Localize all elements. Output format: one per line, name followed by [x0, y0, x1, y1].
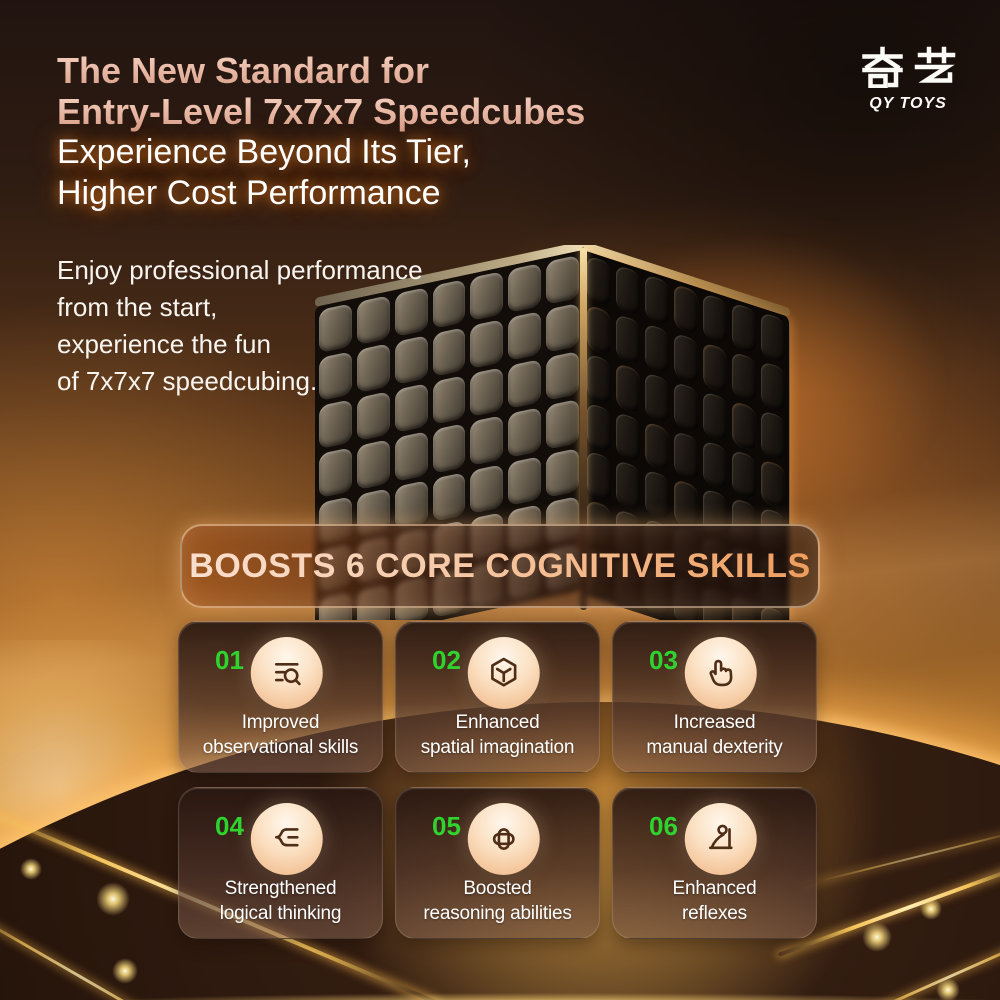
skill-number: 02 — [432, 645, 461, 675]
skill-card-3: 03 Increased manual dexterity — [612, 621, 817, 773]
skill-card-4: 04 Strengthened logical thinking — [178, 787, 383, 939]
hand-tap-icon — [684, 637, 757, 709]
skill-title: Increased manual dexterity — [646, 712, 783, 758]
skill-number: 04 — [215, 811, 244, 841]
headline: The New Standard for Entry-Level 7x7x7 S… — [57, 50, 585, 214]
cube-corner-edge — [580, 248, 587, 610]
headline-line-3: Experience Beyond Its Tier, — [57, 133, 471, 171]
skill-title: Boosted reasoning abilities — [423, 878, 572, 924]
skill-card-1: 01 Improved observational skills — [178, 621, 383, 773]
speedcube-product-image — [300, 245, 800, 620]
intro-line: of 7x7x7 speedcubing. — [57, 366, 318, 396]
logo-en-text: QY TOYS — [869, 95, 947, 112]
skills-grid: 01 Improved observational skills 02 — [178, 621, 817, 939]
headline-line-4: Higher Cost Performance — [57, 174, 441, 212]
qiyi-logo-glyphs — [862, 46, 956, 89]
skill-title: Enhanced reflexes — [672, 878, 757, 924]
headline-line-1: The New Standard for — [57, 50, 585, 91]
lens-sparkle — [96, 882, 130, 916]
lens-sparkle — [920, 898, 942, 920]
banner-boosts-skills: BOOSTS 6 CORE COGNITIVE SKILLS — [180, 524, 820, 608]
bottom-edge-glow — [0, 990, 1000, 1000]
cube-icon — [467, 637, 540, 709]
skill-number: 05 — [432, 811, 461, 841]
lens-sparkle — [862, 922, 892, 952]
intro-line: Enjoy professional performance — [57, 255, 423, 285]
headline-line-2: Entry-Level 7x7x7 Speedcubes — [57, 91, 586, 132]
skill-number: 01 — [215, 645, 244, 675]
skill-title: Improved observational skills — [202, 712, 359, 758]
skill-title: Enhanced spatial imagination — [420, 712, 575, 758]
interlocked-loops-icon — [467, 803, 540, 875]
skill-card-5: 05 Boosted reasoning abilities — [395, 787, 600, 939]
intro-paragraph: Enjoy professional performance from the … — [57, 252, 423, 400]
intro-line: experience the fun — [57, 329, 271, 359]
skill-card-6: 06 Enhanced reflexes — [612, 787, 817, 939]
reflex-person-icon — [684, 803, 757, 875]
skill-card-2: 02 Enhanced spatial imagination — [395, 621, 600, 773]
banner-title: BOOSTS 6 CORE COGNITIVE SKILLS — [189, 546, 811, 585]
logic-branch-icon — [250, 803, 323, 875]
list-search-icon — [250, 637, 323, 709]
skill-title: Strengthened logical thinking — [219, 878, 342, 924]
lens-sparkle — [112, 958, 138, 984]
qy-toys-logo: 奇艺 QY TOYS — [860, 46, 956, 113]
skill-number: 03 — [649, 645, 678, 675]
skill-number: 06 — [649, 811, 678, 841]
intro-line: from the start, — [57, 292, 218, 322]
lens-sparkle — [20, 858, 42, 880]
